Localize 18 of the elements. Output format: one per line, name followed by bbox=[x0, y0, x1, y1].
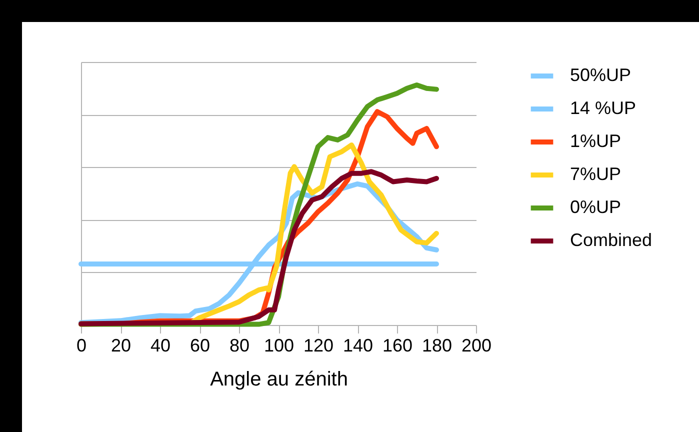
x-tick-label: 120 bbox=[303, 336, 334, 356]
legend-label: 7%UP bbox=[570, 164, 622, 184]
x-axis-title: Angle au zénith bbox=[210, 368, 348, 390]
x-tick-label: 40 bbox=[150, 336, 171, 356]
x-tick-label: 200 bbox=[461, 336, 492, 356]
x-tick-label: 80 bbox=[229, 336, 250, 356]
x-tick-label: 100 bbox=[264, 336, 294, 356]
x-tick-label: 0 bbox=[76, 336, 87, 356]
x-tick-label: 20 bbox=[110, 336, 132, 356]
x-tick-label: 60 bbox=[190, 336, 210, 356]
x-tick-label: 140 bbox=[342, 336, 374, 356]
x-tick-label: 160 bbox=[382, 336, 413, 356]
legend-label: 14 %UP bbox=[570, 98, 636, 118]
legend-label: 1%UP bbox=[570, 131, 622, 151]
x-tick-label: 180 bbox=[422, 336, 452, 356]
legend-label: 50%UP bbox=[570, 65, 632, 85]
legend-label: Combined bbox=[570, 230, 652, 250]
legend-label: 0%UP bbox=[570, 197, 622, 217]
